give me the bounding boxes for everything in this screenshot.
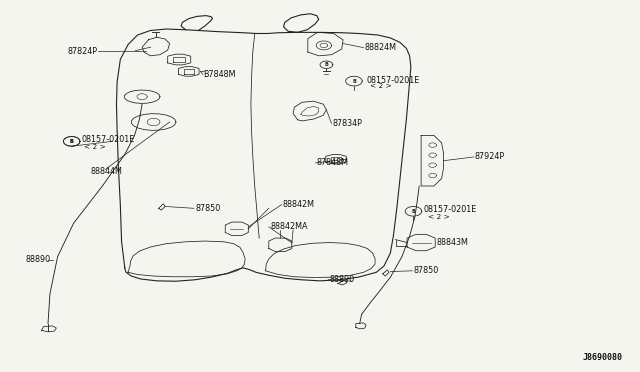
Text: 88844M: 88844M — [91, 167, 123, 176]
Text: 87824P: 87824P — [67, 47, 97, 56]
Text: 08157-0201E: 08157-0201E — [366, 76, 419, 85]
Text: 88843M: 88843M — [436, 238, 468, 247]
Text: B7848M: B7848M — [204, 70, 236, 79]
Text: 87848M: 87848M — [317, 158, 349, 167]
Text: B: B — [70, 139, 74, 144]
Text: 88890: 88890 — [330, 275, 355, 284]
Text: 88890: 88890 — [26, 255, 51, 264]
Text: 87834P: 87834P — [333, 119, 363, 128]
Text: < 2 >: < 2 > — [428, 214, 449, 219]
Text: 87924P: 87924P — [475, 153, 505, 161]
Text: B: B — [412, 209, 415, 214]
Text: 87850: 87850 — [195, 204, 220, 213]
Text: 08157-0201E: 08157-0201E — [424, 205, 477, 214]
Text: B: B — [352, 78, 356, 84]
Text: J8690080: J8690080 — [582, 353, 622, 362]
Text: 87850: 87850 — [413, 266, 438, 275]
Text: 08157-0201E: 08157-0201E — [82, 135, 135, 144]
Text: 88842MA: 88842MA — [270, 222, 308, 231]
Text: 88824M: 88824M — [365, 43, 397, 52]
Text: < 2 >: < 2 > — [84, 144, 106, 150]
Text: B: B — [70, 139, 74, 144]
Text: B: B — [324, 62, 328, 67]
Text: < 2 >: < 2 > — [370, 83, 392, 89]
Text: 88842M: 88842M — [283, 200, 315, 209]
